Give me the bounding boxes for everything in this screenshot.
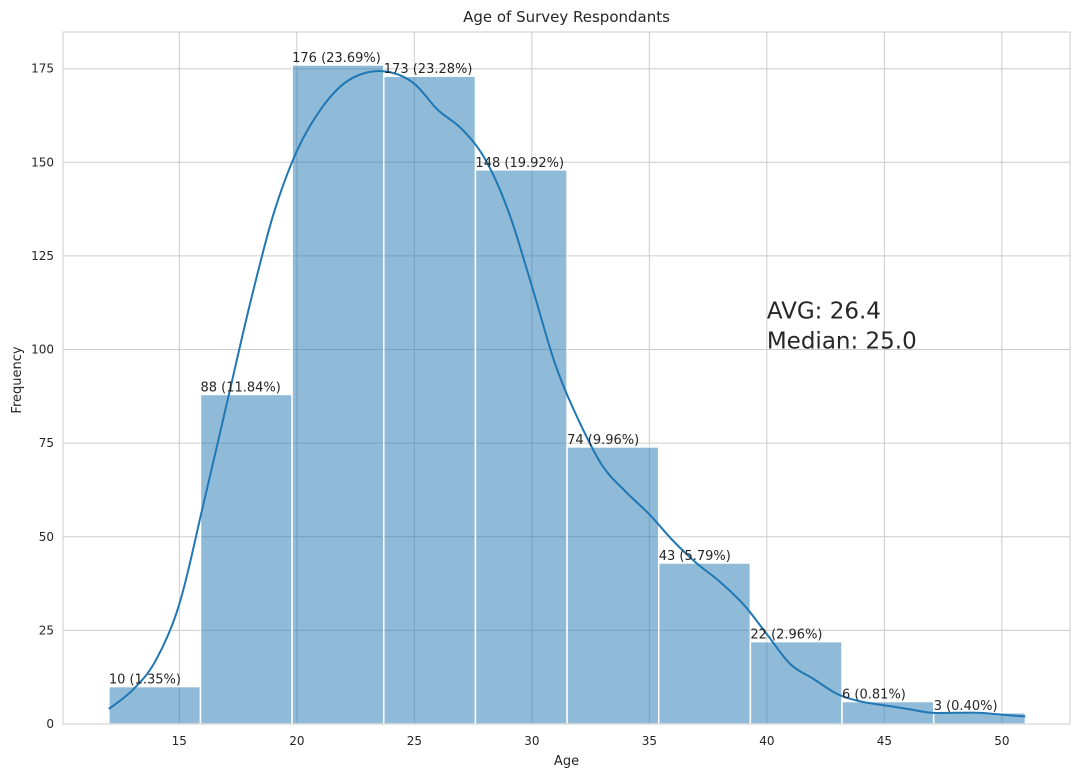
histogram-bar bbox=[566, 446, 660, 725]
bar-value-label: 10 (1.35%) bbox=[109, 673, 181, 688]
bar-value-label: 148 (19.92%) bbox=[475, 156, 564, 171]
y-tick-label: 150 bbox=[31, 155, 54, 169]
y-tick-label: 175 bbox=[31, 62, 54, 76]
x-axis-label: Age bbox=[554, 754, 579, 769]
bar-value-label: 176 (23.69%) bbox=[292, 51, 381, 66]
axis-ticks: 15 20 25 30 35 40 45 50 0 25 50 75 100 125 150 175 bbox=[31, 62, 1009, 748]
x-tick-label: 50 bbox=[994, 734, 1009, 748]
histogram-bar bbox=[383, 75, 477, 725]
bar-value-label: 173 (23.28%) bbox=[384, 62, 473, 77]
bar-value-label: 43 (5.79%) bbox=[659, 549, 731, 564]
x-tick-label: 30 bbox=[524, 734, 539, 748]
y-tick-label: 50 bbox=[39, 530, 54, 544]
kde-curve bbox=[108, 70, 1026, 718]
histogram-bars bbox=[108, 64, 1027, 725]
histogram-bar bbox=[108, 685, 202, 725]
bar-value-label: 88 (11.84%) bbox=[200, 380, 280, 395]
y-tick-label: 75 bbox=[39, 436, 54, 450]
histogram-bar bbox=[657, 562, 752, 725]
x-tick-label: 20 bbox=[289, 734, 304, 748]
y-tick-label: 25 bbox=[39, 623, 54, 637]
histogram-bar bbox=[749, 640, 843, 725]
y-tick-label: 100 bbox=[31, 343, 54, 357]
bar-value-label: 74 (9.96%) bbox=[567, 433, 639, 448]
kde-curve-group bbox=[108, 70, 1026, 718]
avg-annotation: AVG: 26.4 bbox=[767, 299, 881, 325]
y-axis-label: Frequency bbox=[10, 346, 25, 413]
y-tick-label: 0 bbox=[46, 717, 54, 731]
chart-title: Age of Survey Respondants bbox=[463, 8, 670, 26]
bar-value-label: 3 (0.40%) bbox=[934, 699, 998, 714]
histogram-bar bbox=[291, 64, 385, 725]
x-tick-label: 25 bbox=[407, 734, 422, 748]
histogram-bar bbox=[474, 169, 568, 725]
x-tick-label: 40 bbox=[759, 734, 774, 748]
bar-value-label: 22 (2.96%) bbox=[750, 628, 822, 643]
median-annotation: Median: 25.0 bbox=[767, 329, 917, 355]
histogram-bar bbox=[199, 393, 293, 725]
plot-frame bbox=[62, 31, 1071, 725]
x-tick-label: 35 bbox=[642, 734, 657, 748]
x-tick-label: 45 bbox=[877, 734, 892, 748]
x-tick-label: 15 bbox=[172, 734, 187, 748]
bar-labels: 10 (1.35%) 88 (11.84%) 176 (23.69%)173 (23… bbox=[109, 51, 998, 714]
bar-value-label: 6 (0.81%) bbox=[842, 688, 906, 703]
y-tick-label: 125 bbox=[31, 249, 54, 263]
